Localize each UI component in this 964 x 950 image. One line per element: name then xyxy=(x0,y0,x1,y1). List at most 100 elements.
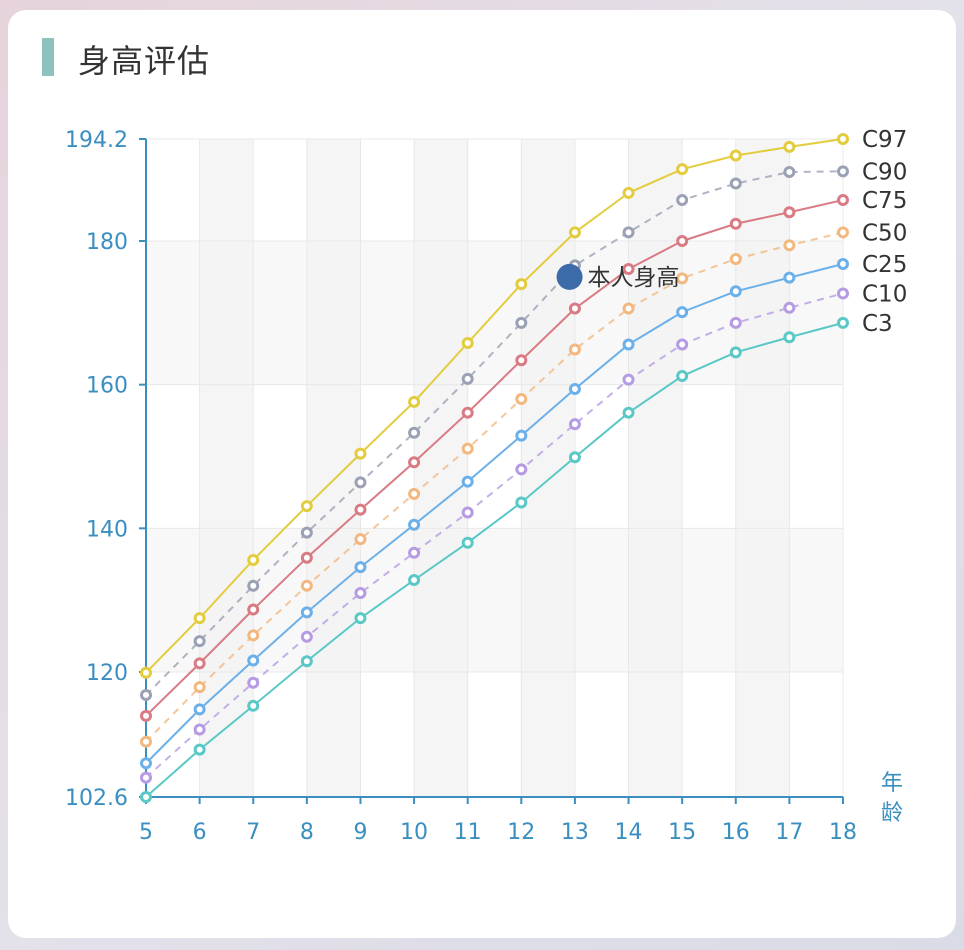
data-point xyxy=(300,579,313,592)
data-point xyxy=(408,426,421,439)
grid-band xyxy=(146,528,843,673)
x-tick-label: 17 xyxy=(775,820,803,845)
data-point xyxy=(408,487,421,500)
x-axis-label: 年 xyxy=(881,771,903,796)
data-point xyxy=(408,574,421,587)
data-point xyxy=(729,149,742,162)
y-tick-label: 102.6 xyxy=(65,786,128,811)
data-point xyxy=(783,206,796,219)
data-point xyxy=(622,226,635,239)
data-point xyxy=(837,194,849,207)
data-point xyxy=(300,630,313,643)
data-point xyxy=(568,451,581,464)
own-height-label: 本人身高 xyxy=(588,265,680,291)
data-point xyxy=(515,393,528,406)
grid-band xyxy=(199,139,254,797)
y-tick-label: 194.2 xyxy=(65,128,128,153)
data-point xyxy=(622,186,635,199)
data-point xyxy=(300,606,313,619)
own-height-marker xyxy=(556,263,583,290)
series-c97: C97 xyxy=(140,127,907,679)
x-tick-label: 6 xyxy=(193,820,207,845)
y-tick-label: 160 xyxy=(86,374,128,399)
data-point xyxy=(140,735,152,748)
y-tick-label: 180 xyxy=(86,230,128,255)
data-point xyxy=(461,372,474,385)
grid-band xyxy=(628,139,683,797)
data-point xyxy=(247,654,260,667)
data-point xyxy=(729,217,742,230)
x-axis-label: 龄 xyxy=(881,801,903,826)
data-point xyxy=(729,177,742,190)
data-point xyxy=(140,757,152,770)
data-point xyxy=(354,447,367,460)
series-line xyxy=(145,199,844,717)
data-point xyxy=(193,635,206,648)
data-point xyxy=(247,629,260,642)
page-title: 身高评估 xyxy=(78,42,211,80)
data-point xyxy=(783,166,796,179)
data-point xyxy=(140,709,152,722)
data-point xyxy=(300,551,313,564)
data-point xyxy=(408,518,421,531)
y-tick-label: 120 xyxy=(86,661,128,686)
series-c3: C3 xyxy=(140,311,893,803)
x-tick-label: 7 xyxy=(246,820,260,845)
data-point xyxy=(783,140,796,153)
data-point xyxy=(622,338,635,351)
data-point xyxy=(140,688,152,701)
data-point xyxy=(354,586,367,599)
data-point xyxy=(568,343,581,356)
series-line xyxy=(145,321,844,798)
data-point xyxy=(247,553,260,566)
data-point xyxy=(408,546,421,559)
data-point xyxy=(676,306,689,319)
grid-band xyxy=(521,139,575,797)
data-point xyxy=(193,723,206,736)
data-point xyxy=(729,285,742,298)
data-point xyxy=(461,536,474,549)
x-tick-label: 8 xyxy=(300,820,314,845)
data-point xyxy=(354,561,367,574)
grid-band xyxy=(735,139,790,797)
data-point xyxy=(837,226,849,239)
data-point xyxy=(461,506,474,519)
data-point xyxy=(140,791,152,803)
data-point xyxy=(676,163,689,176)
data-point xyxy=(515,463,528,476)
data-point xyxy=(408,456,421,469)
x-tick-label: 12 xyxy=(507,820,535,845)
data-point xyxy=(408,395,421,408)
data-point xyxy=(622,302,635,315)
x-tick-label: 13 xyxy=(561,820,589,845)
data-point xyxy=(193,703,206,716)
series-label: C25 xyxy=(862,252,907,278)
grid-band xyxy=(306,139,361,797)
data-point xyxy=(300,500,313,513)
data-point xyxy=(515,429,528,442)
data-point xyxy=(247,676,260,689)
data-point xyxy=(568,302,581,315)
data-point xyxy=(247,699,260,712)
data-point xyxy=(193,743,206,756)
series-label: C75 xyxy=(862,188,907,214)
data-point xyxy=(729,346,742,359)
x-tick-label: 16 xyxy=(722,820,750,845)
data-point xyxy=(247,579,260,592)
x-tick-label: 9 xyxy=(353,820,367,845)
data-point xyxy=(140,666,152,679)
data-point xyxy=(515,278,528,291)
height-assessment-card: 身高评估 xyxy=(8,10,956,938)
data-point xyxy=(354,476,367,489)
data-point xyxy=(622,263,635,276)
data-point xyxy=(193,657,206,670)
data-point xyxy=(461,475,474,488)
data-point xyxy=(783,239,796,252)
x-tick-label: 18 xyxy=(829,820,857,845)
series-line xyxy=(145,231,844,743)
x-tick-label: 15 xyxy=(668,820,696,845)
data-point xyxy=(193,612,206,625)
data-point xyxy=(837,257,849,270)
series-line xyxy=(145,138,844,674)
